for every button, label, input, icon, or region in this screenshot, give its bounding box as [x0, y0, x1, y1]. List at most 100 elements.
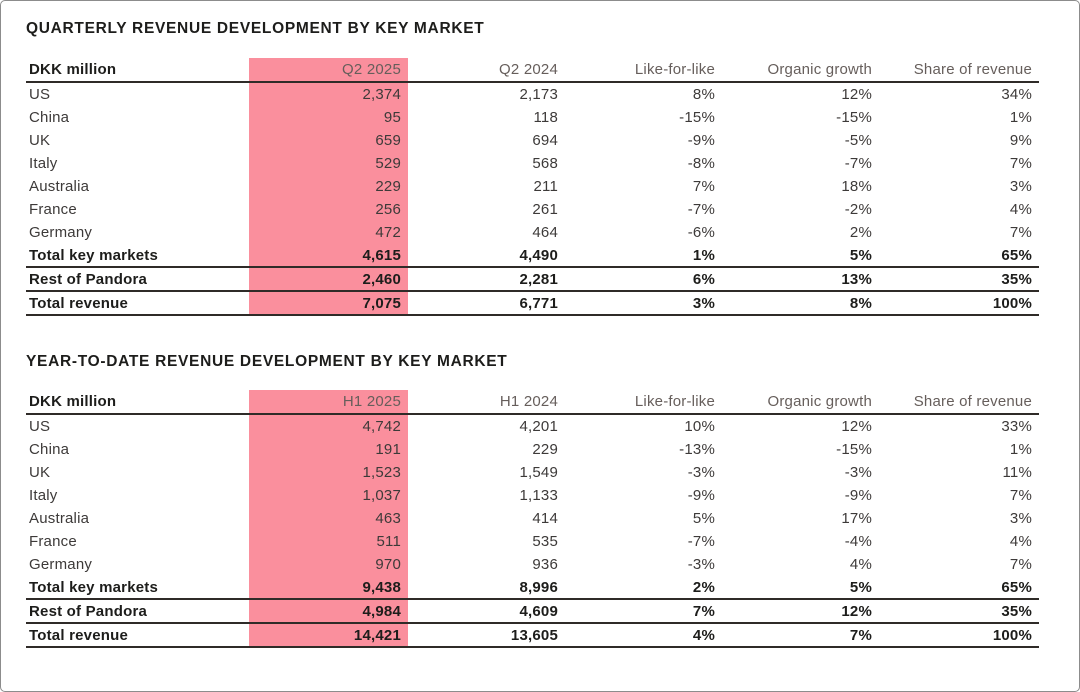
row-label: Germany	[29, 556, 93, 573]
cell-value: 4,609	[408, 599, 565, 624]
market-row: Australia 463 414 5% 17% 3%	[26, 507, 1039, 530]
market-row: France 256 261 -7% -2% 4%	[26, 198, 1039, 221]
market-row: China 191 229 -13% -15% 1%	[26, 438, 1039, 461]
cell-value: 694	[532, 132, 558, 149]
cell-value: 511	[249, 530, 408, 553]
row-label: UK	[29, 132, 51, 149]
market-row: UK 659 694 -9% -5% 9%	[26, 129, 1039, 152]
cell-value: 2,173	[519, 86, 558, 103]
ytd-table-title: YEAR-TO-DATE REVENUE DEVELOPMENT BY KEY …	[26, 353, 508, 370]
cell-value: 14,421	[249, 623, 408, 648]
cell-value: 65%	[879, 244, 1039, 268]
cell-value: 1%	[1009, 441, 1032, 458]
cell-value: 4,984	[249, 599, 408, 624]
cell-value: 464	[532, 224, 558, 241]
cell-value: 2,374	[249, 82, 408, 106]
column-header: Q2 2025	[249, 58, 408, 83]
cell-value: 2,281	[408, 267, 565, 292]
row-label: Italy	[29, 155, 58, 172]
cell-value: 229	[532, 441, 558, 458]
cell-value: 34%	[1001, 86, 1032, 103]
cell-value: 5%	[722, 576, 879, 600]
cell-value: -3%	[687, 464, 715, 481]
cell-value: 3%	[1009, 178, 1032, 195]
total-row: Total revenue 7,075 6,771 3% 8% 100%	[26, 291, 1039, 316]
row-label: Australia	[29, 178, 90, 195]
cell-value: 7%	[1009, 487, 1032, 504]
column-header: Q2 2024	[408, 58, 565, 83]
cell-value: 535	[532, 533, 558, 550]
cell-value: 100%	[879, 623, 1039, 648]
row-label: France	[29, 201, 77, 218]
market-row: Italy 529 568 -8% -7% 7%	[26, 152, 1039, 175]
column-header: Share of revenue	[879, 58, 1039, 83]
cell-value: -5%	[844, 132, 872, 149]
cell-value: 100%	[879, 291, 1039, 316]
cell-value: 256	[249, 198, 408, 221]
cell-value: -4%	[844, 533, 872, 550]
cell-value: 8,996	[408, 576, 565, 600]
market-row: US 2,374 2,173 8% 12% 34%	[26, 82, 1039, 106]
market-row: China 95 118 -15% -15% 1%	[26, 106, 1039, 129]
cell-value: -2%	[844, 201, 872, 218]
cell-value: 4%	[565, 623, 722, 648]
column-header: Share of revenue	[879, 390, 1039, 415]
cell-value: 1,133	[519, 487, 558, 504]
cell-value: 18%	[841, 178, 872, 195]
market-row: France 511 535 -7% -4% 4%	[26, 530, 1039, 553]
cell-value: -3%	[687, 556, 715, 573]
cell-value: 2%	[849, 224, 872, 241]
cell-value: 261	[532, 201, 558, 218]
cell-value: 2,460	[249, 267, 408, 292]
cell-value: 13,605	[408, 623, 565, 648]
column-header: Like-for-like	[565, 58, 722, 83]
total-row: Total revenue 14,421 13,605 4% 7% 100%	[26, 623, 1039, 648]
cell-value: 7%	[1009, 155, 1032, 172]
cell-value: -15%	[679, 109, 715, 126]
cell-value: 8%	[722, 291, 879, 316]
row-label: China	[29, 109, 70, 126]
cell-value: 12%	[841, 418, 872, 435]
cell-value: 11%	[1002, 464, 1032, 481]
market-row: Australia 229 211 7% 18% 3%	[26, 175, 1039, 198]
cell-value: -7%	[844, 155, 872, 172]
row-label: Total key markets	[26, 244, 249, 268]
cell-value: 1,523	[249, 461, 408, 484]
cell-value: 4%	[1009, 533, 1032, 550]
total-row: Rest of Pandora 4,984 4,609 7% 12% 35%	[26, 599, 1039, 624]
cell-value: 5%	[722, 244, 879, 268]
column-header: Organic growth	[722, 58, 879, 83]
row-label: Total key markets	[26, 576, 249, 600]
total-row: Rest of Pandora 2,460 2,281 6% 13% 35%	[26, 267, 1039, 292]
row-label: China	[29, 441, 70, 458]
unit-header: DKK million	[26, 58, 249, 83]
cell-value: 3%	[565, 291, 722, 316]
cell-value: 4,201	[519, 418, 558, 435]
cell-value: 568	[532, 155, 558, 172]
unit-header: DKK million	[26, 390, 249, 415]
cell-value: 4%	[849, 556, 872, 573]
cell-value: 970	[249, 553, 408, 576]
column-header: H1 2025	[249, 390, 408, 415]
cell-value: 229	[249, 175, 408, 198]
row-label: Total revenue	[26, 623, 249, 648]
cell-value: 12%	[841, 86, 872, 103]
market-row: Germany 970 936 -3% 4% 7%	[26, 553, 1039, 576]
cell-value: -9%	[844, 487, 872, 504]
quarterly-revenue-table: DKK million Q2 2025 Q2 2024 Like-for-like Or…	[26, 58, 1039, 316]
market-row: UK 1,523 1,549 -3% -3% 11%	[26, 461, 1039, 484]
cell-value: -15%	[836, 441, 872, 458]
cell-value: 35%	[879, 599, 1039, 624]
cell-value: 6,771	[408, 291, 565, 316]
cell-value: 65%	[879, 576, 1039, 600]
cell-value: 7%	[1009, 556, 1032, 573]
cell-value: 1,549	[519, 464, 558, 481]
market-row: Italy 1,037 1,133 -9% -9% 7%	[26, 484, 1039, 507]
cell-value: -7%	[687, 533, 715, 550]
cell-value: 7,075	[249, 291, 408, 316]
header-row: DKK million H1 2025 H1 2024 Like-for-like Or…	[26, 390, 1039, 415]
cell-value: 7%	[692, 178, 715, 195]
cell-value: 472	[249, 221, 408, 244]
cell-value: 9%	[1009, 132, 1032, 149]
